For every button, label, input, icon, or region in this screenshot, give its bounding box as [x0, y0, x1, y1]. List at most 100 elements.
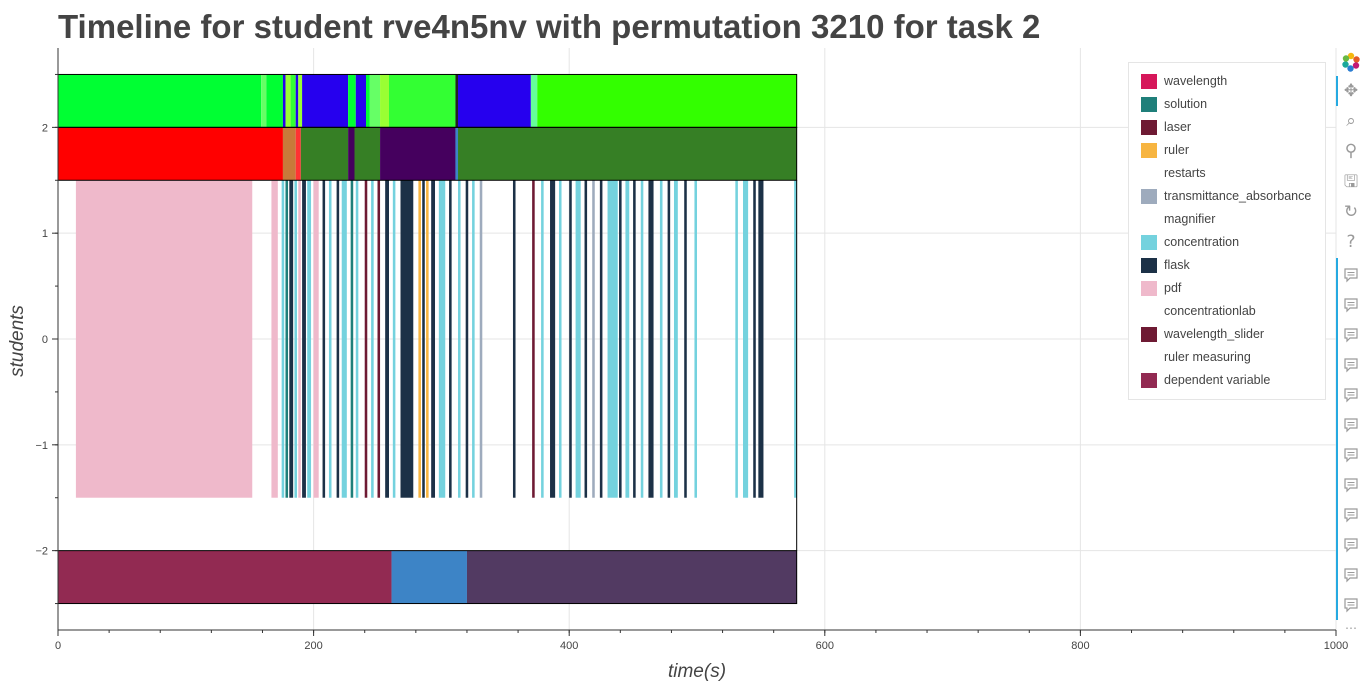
timeline-segment[interactable]: [455, 127, 459, 181]
timeline-segment[interactable]: [735, 180, 738, 498]
timeline-segment[interactable]: [426, 180, 429, 498]
timeline-segment[interactable]: [302, 180, 306, 498]
timeline-segment[interactable]: [640, 180, 644, 498]
timeline-segment[interactable]: [322, 180, 326, 498]
hover-tool-icon[interactable]: [1339, 476, 1363, 500]
timeline-segment[interactable]: [348, 127, 355, 181]
timeline-segment[interactable]: [438, 180, 446, 498]
timeline-segment[interactable]: [569, 180, 572, 498]
hover-tool-icon[interactable]: [1339, 266, 1363, 290]
timeline-segment[interactable]: [364, 180, 368, 498]
timeline-segment[interactable]: [336, 180, 340, 498]
legend-item[interactable]: solution: [1129, 94, 1325, 117]
timeline-segment[interactable]: [389, 74, 456, 128]
timeline-segment[interactable]: [694, 180, 697, 498]
timeline-segment[interactable]: [290, 74, 296, 128]
timeline-segment[interactable]: [285, 74, 291, 128]
timeline-segment[interactable]: [458, 127, 797, 181]
timeline-segment[interactable]: [758, 180, 764, 498]
reset-tool-icon[interactable]: ↻: [1343, 202, 1359, 222]
timeline-segment[interactable]: [455, 74, 459, 128]
save-tool-icon[interactable]: 🖫: [1343, 172, 1359, 192]
legend-item[interactable]: transmittance_absorbance: [1129, 186, 1325, 209]
timeline-segment[interactable]: [465, 180, 469, 498]
timeline-segment[interactable]: [355, 74, 366, 128]
legend-item[interactable]: ruler measuring: [1129, 347, 1325, 370]
legend-item[interactable]: magnifier: [1129, 209, 1325, 232]
timeline-segment[interactable]: [380, 127, 456, 181]
timeline-segment[interactable]: [466, 550, 797, 604]
timeline-segment[interactable]: [295, 127, 301, 181]
timeline-segment[interactable]: [472, 180, 475, 498]
timeline-segment[interactable]: [753, 180, 756, 498]
timeline-segment[interactable]: [294, 180, 297, 498]
timeline-segment[interactable]: [743, 180, 749, 498]
timeline-segment[interactable]: [584, 180, 588, 498]
timeline-segment[interactable]: [371, 180, 374, 498]
timeline-segment[interactable]: [458, 74, 531, 128]
timeline-segment[interactable]: [369, 74, 381, 128]
timeline-segment[interactable]: [285, 180, 289, 498]
legend-item[interactable]: dependent variable: [1129, 370, 1325, 393]
timeline-segment[interactable]: [58, 127, 283, 181]
box-zoom-tool-icon[interactable]: ⌕: [1346, 111, 1356, 131]
legend-item[interactable]: concentration: [1129, 232, 1325, 255]
bokeh-logo-icon[interactable]: [1339, 50, 1363, 74]
hover-tool-icon[interactable]: [1339, 326, 1363, 350]
timeline-segment[interactable]: [684, 180, 687, 498]
timeline-segment[interactable]: [350, 180, 354, 498]
timeline-segment[interactable]: [298, 180, 301, 498]
timeline-segment[interactable]: [659, 180, 663, 498]
timeline-segment[interactable]: [633, 180, 636, 498]
timeline-segment[interactable]: [512, 180, 516, 498]
timeline-segment[interactable]: [530, 74, 538, 128]
hover-tool-icon[interactable]: [1339, 386, 1363, 410]
timeline-segment[interactable]: [673, 180, 678, 498]
timeline-segment[interactable]: [380, 74, 390, 128]
timeline-segment[interactable]: [541, 180, 544, 498]
legend-item[interactable]: pdf: [1129, 278, 1325, 301]
timeline-segment[interactable]: [348, 74, 356, 128]
timeline-segment[interactable]: [341, 180, 347, 498]
hover-tool-icon[interactable]: [1339, 566, 1363, 590]
timeline-segment[interactable]: [281, 180, 285, 498]
legend-item[interactable]: concentrationlab: [1129, 301, 1325, 324]
timeline-segment[interactable]: [392, 180, 396, 498]
timeline-segment[interactable]: [298, 74, 303, 128]
hover-tool-icon[interactable]: [1339, 596, 1363, 620]
timeline-segment[interactable]: [607, 180, 618, 498]
timeline-segment[interactable]: [558, 180, 562, 498]
timeline-segment[interactable]: [282, 127, 296, 181]
timeline-segment[interactable]: [289, 180, 294, 498]
help-tool-icon[interactable]: ?: [1346, 232, 1356, 252]
timeline-segment[interactable]: [400, 180, 414, 498]
wheel-zoom-tool-icon[interactable]: ⚲: [1344, 141, 1358, 161]
timeline-segment[interactable]: [431, 180, 436, 498]
timeline-segment[interactable]: [449, 180, 452, 498]
hover-tool-icon[interactable]: [1339, 356, 1363, 380]
timeline-segment[interactable]: [479, 180, 483, 498]
timeline-segment[interactable]: [625, 180, 630, 498]
timeline-segment[interactable]: [550, 180, 556, 498]
timeline-segment[interactable]: [418, 180, 421, 498]
legend-item[interactable]: ruler: [1129, 140, 1325, 163]
timeline-segment[interactable]: [667, 180, 671, 498]
timeline-segment[interactable]: [619, 180, 622, 498]
more-tools-icon[interactable]: ⋯: [1345, 621, 1357, 635]
timeline-segment[interactable]: [599, 180, 603, 498]
hover-tool-icon[interactable]: [1339, 296, 1363, 320]
timeline-segment[interactable]: [575, 180, 581, 498]
timeline-segment[interactable]: [307, 180, 312, 498]
legend-item[interactable]: laser: [1129, 117, 1325, 140]
timeline-segment[interactable]: [354, 127, 381, 181]
timeline-segment[interactable]: [328, 180, 332, 498]
hover-tool-icon[interactable]: [1339, 416, 1363, 440]
timeline-segment[interactable]: [365, 74, 370, 128]
timeline-segment[interactable]: [592, 180, 595, 498]
pan-tool-icon[interactable]: ✥: [1343, 81, 1359, 101]
timeline-segment[interactable]: [794, 180, 797, 498]
timeline-segment[interactable]: [271, 180, 278, 498]
timeline-segment[interactable]: [295, 74, 299, 128]
timeline-segment[interactable]: [648, 180, 654, 498]
